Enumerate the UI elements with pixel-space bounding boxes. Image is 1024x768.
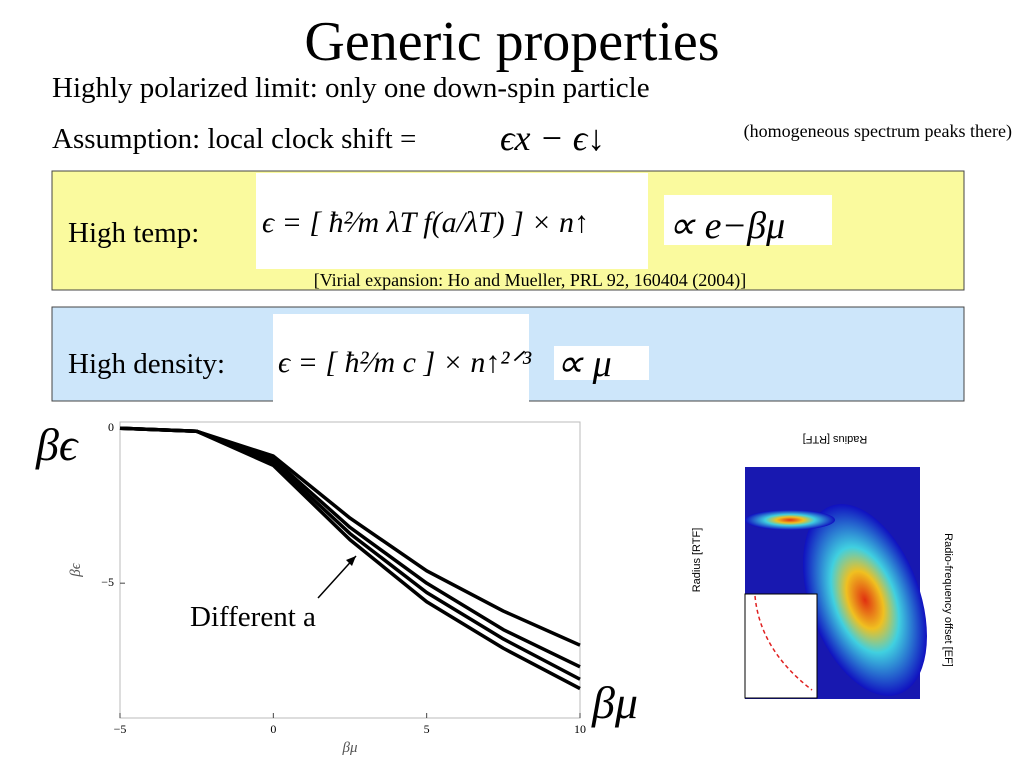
- heatmap-peak: [745, 510, 835, 530]
- title: Generic properties: [304, 11, 719, 73]
- formula: ϵx − ϵ↓: [500, 118, 605, 158]
- chart: βϵ βμ βϵ βμ −5 0 5 10 0 −5 Different a: [35, 419, 638, 756]
- plot-frame: [119, 421, 581, 719]
- box-label: High temp:: [68, 217, 199, 249]
- formula-bg: [273, 314, 529, 408]
- inset-inner-plot: [744, 593, 818, 699]
- box-label: High density:: [68, 348, 225, 380]
- inset-figure: Radius [RTF] Radius [RTF] Radio-frequenc…: [691, 433, 966, 700]
- formula: ϵ = [ ħ²⁄m c ] × n↑²ᐟ³: [278, 346, 532, 379]
- citation: [Virial expansion: Ho and Mueller, PRL 9…: [314, 270, 746, 291]
- line-series: [119, 426, 581, 681]
- inset-curve: [754, 595, 813, 691]
- x-axis-label-large: βμ: [591, 677, 638, 728]
- x-tick-label: 5: [424, 722, 430, 736]
- y-axis-label: βϵ: [68, 562, 84, 577]
- inset-x-label: Radius [RTF]: [691, 528, 703, 593]
- inset-y-label: Radio-frequency offset [EF]: [942, 533, 954, 667]
- y-axis-label-large: βϵ: [35, 419, 80, 470]
- x-tick-label: 0: [270, 722, 276, 736]
- formula-bg: [554, 346, 649, 380]
- formula: ∝ e−βμ: [668, 205, 785, 247]
- formula: ϵ = [ ħ²⁄m λT f(a/λT) ] × n↑: [262, 206, 589, 239]
- formula-bg: [664, 195, 832, 245]
- x-tick-label: −5: [114, 722, 127, 736]
- x-axis-label: βμ: [342, 740, 358, 756]
- x-tick-label: 10: [574, 722, 586, 736]
- annotation-bg: [184, 594, 354, 634]
- formula: ∝ μ: [556, 343, 612, 385]
- annotation: Different a: [190, 601, 316, 633]
- arrow-head: [346, 556, 356, 566]
- line-series: [119, 426, 581, 691]
- text-line: Highly polarized limit: only one down-sp…: [52, 72, 650, 104]
- text-line: Assumption: local clock shift =: [52, 123, 416, 155]
- inset-x-label: Radius [RTF]: [803, 433, 868, 445]
- note: (homogeneous spectrum peaks there): [744, 121, 1012, 142]
- y-tick-label: −5: [101, 575, 114, 589]
- heatmap-blob: [803, 504, 927, 696]
- y-tick-label: 0: [108, 420, 114, 434]
- formula-bg: [256, 173, 648, 269]
